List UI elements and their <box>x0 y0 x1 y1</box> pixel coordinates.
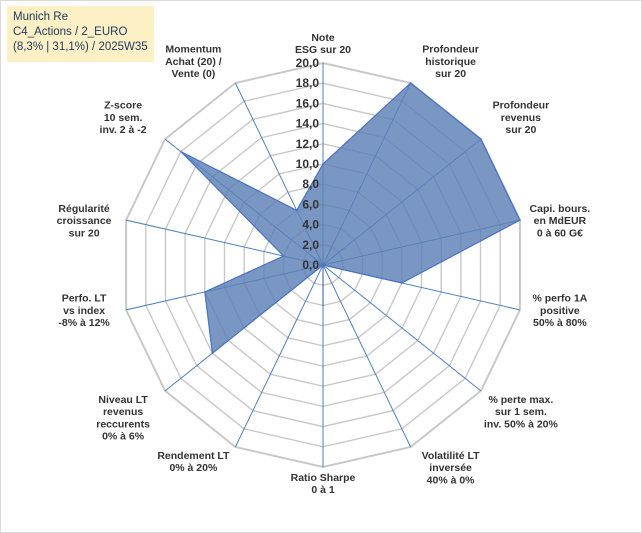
axis-label: % perte max.sur 1 sem.inv. 50% à 20% <box>484 394 559 430</box>
data-point <box>180 150 182 153</box>
axis-label-line: 10 sem. <box>104 112 143 124</box>
axis-label-line: revenus <box>103 406 143 418</box>
axis-label-line: inversée <box>429 462 472 474</box>
axis-label-line: 0% à 6% <box>102 431 145 443</box>
axis-label-line: revenus <box>501 112 541 124</box>
data-point <box>204 291 206 293</box>
axis-label-line: 0 à 1 <box>311 484 335 496</box>
title-line-3: (8,3% | 31,1%) / 2025W35 <box>13 41 148 53</box>
data-point <box>401 282 403 284</box>
axis-label-line: Achat (20) / <box>165 56 222 68</box>
axis-label-line: sur 1 sem. <box>495 406 547 418</box>
axis-label-line: % perfo 1A <box>532 293 587 305</box>
axis-spoke <box>234 264 324 448</box>
axis-label-line: Capi. bours. <box>530 203 591 215</box>
axis-label-line: vs index <box>63 305 105 317</box>
axis-label-line: inv. 2 à -2 <box>100 124 147 136</box>
axis-label-line: Régularité <box>58 203 110 215</box>
data-point <box>322 264 324 266</box>
axis-label-line: croissance <box>57 215 112 227</box>
axis-label-line: inv. 50% à 20% <box>484 418 559 430</box>
axis-label-line: reccurents <box>96 418 150 430</box>
data-point <box>211 352 214 355</box>
title-box: Munich Re C4_Actions / 2_EURO (8,3% | 31… <box>7 6 154 62</box>
axis-spoke <box>322 264 412 448</box>
tick-label: 6,0 <box>302 197 319 211</box>
tick-label: 20,0 <box>296 56 320 70</box>
axis-label: Rendement LT0% à 20% <box>157 450 230 474</box>
axis-label-line: Momentum <box>165 44 221 56</box>
tick-label: 10,0 <box>296 157 320 171</box>
data-point <box>480 138 482 140</box>
axis-spoke <box>322 264 482 392</box>
axis-label-line: sur 20 <box>505 124 536 136</box>
axis-label-line: Ratio Sharpe <box>291 472 356 484</box>
axis-label-line: en MdEUR <box>534 215 587 227</box>
tick-label: 12,0 <box>296 137 320 151</box>
title-line-2: C4_Actions / 2_EURO <box>13 26 128 38</box>
axis-label-line: 40% à 0% <box>427 474 476 486</box>
axis-label-line: Volatilité LT <box>422 450 481 462</box>
axis-label-line: 0 à 60 G€ <box>537 227 583 239</box>
title-line-1: Munich Re <box>13 11 68 23</box>
axis-label-line: -8% à 12% <box>58 317 110 329</box>
axis-label-line: Profondeur <box>422 44 479 56</box>
data-point <box>519 219 521 221</box>
tick-label: 8,0 <box>302 177 319 191</box>
radar-series <box>180 82 521 355</box>
axis-label-line: positive <box>540 305 580 317</box>
axis-label-line: Rendement LT <box>157 450 230 462</box>
axis-label-line: Z-score <box>104 100 142 112</box>
tick-label: 16,0 <box>296 96 320 110</box>
data-point <box>322 163 324 165</box>
radar-tick-labels: 0,0 2,0 4,0 6,0 8,0 10,0 12,0 14,0 16,0 18,0 20,0 <box>296 56 320 272</box>
axis-label-line: Niveau LT <box>98 394 148 406</box>
axis-label-line: Note <box>311 32 334 44</box>
axis-label-line: 0% à 20% <box>169 462 218 474</box>
axis-label-line: 50% à 80% <box>533 317 587 329</box>
axis-label-line: historique <box>425 56 476 68</box>
axis-label-line: Profondeur <box>493 100 550 112</box>
tick-label: 18,0 <box>296 76 320 90</box>
axis-label-line: % perte max. <box>489 394 554 406</box>
series-area <box>180 82 521 355</box>
data-point <box>295 209 298 212</box>
data-point <box>322 304 324 307</box>
axis-label-line: sur 20 <box>435 68 466 80</box>
axis-label-line: sur 20 <box>69 227 100 239</box>
axis-label-line: Perfo. LT <box>62 293 107 305</box>
tick-label: 0,0 <box>302 258 319 272</box>
data-point <box>282 255 285 257</box>
tick-label: 14,0 <box>296 117 320 131</box>
data-point <box>409 82 412 84</box>
axis-label-line: ESG sur 20 <box>295 44 351 56</box>
tick-label: 4,0 <box>302 218 319 232</box>
tick-label: 2,0 <box>302 238 319 252</box>
axis-label-line: Vente (0) <box>172 68 216 80</box>
